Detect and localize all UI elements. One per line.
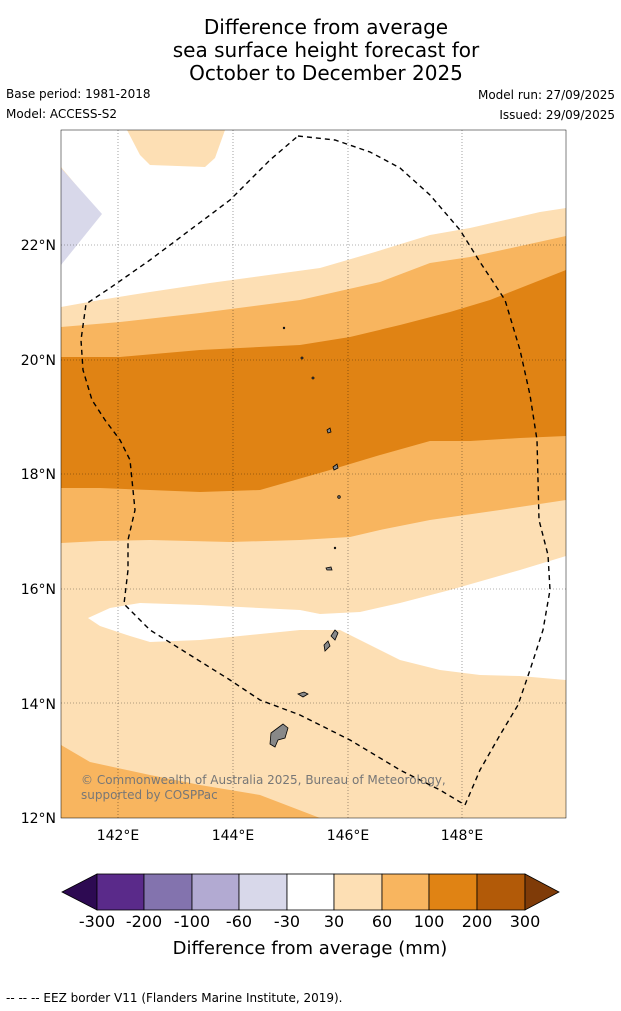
colorbar-tick: 100 [413, 912, 445, 931]
colorbar-title: Difference from average (mm) [172, 938, 448, 959]
map-title: Difference from average sea surface heig… [0, 16, 621, 85]
lat-label-16: 16°N [21, 582, 56, 598]
issued-text: Issued: 29/09/2025 [499, 108, 615, 122]
eez-border [80, 135, 551, 807]
colorbar-bin-8 [428, 873, 478, 911]
colorbar-bin-7 [381, 873, 430, 911]
axis-labels: 12°N 14°N 16°N 18°N 20°N 22°N 142°E 144°… [21, 238, 484, 844]
lon-label-144: 144°E [212, 828, 255, 844]
colorbar-tick: 30 [323, 912, 345, 931]
island-anatahan [325, 566, 333, 571]
island-guam [269, 723, 289, 748]
patch-north-30-60 [127, 130, 225, 167]
title-line-3: October to December 2025 [189, 61, 463, 85]
band-60-100-southwest [61, 745, 320, 818]
colorbar-bin-9 [476, 873, 526, 911]
island-tinian [323, 640, 331, 652]
colorbar [61, 873, 560, 911]
island-guguan [333, 546, 337, 550]
negative-patch-west [61, 168, 102, 265]
colorbar-tick: -300 [78, 912, 116, 931]
island-agrihan [332, 463, 339, 471]
colorbar-tick: -60 [225, 912, 253, 931]
plot-frame [60, 129, 567, 819]
island-saipan [330, 629, 339, 641]
colorbar-tick: 300 [509, 912, 541, 931]
model-run-text: Model run: 27/09/2025 [477, 88, 615, 102]
island-uracas [282, 326, 286, 330]
lat-label-12: 12°N [21, 811, 56, 827]
lon-label-146: 146°E [327, 828, 370, 844]
neutral-zone-south [88, 556, 566, 680]
island-pagan [326, 427, 332, 434]
islands [269, 326, 341, 748]
lat-label-14: 14°N [21, 697, 56, 713]
colorbar-tick: -100 [173, 912, 211, 931]
colorbar-bin-5 [286, 873, 335, 911]
colorbar-tick: 60 [371, 912, 393, 931]
lon-label-148: 148°E [441, 828, 484, 844]
colorbar-bin-2 [143, 873, 193, 911]
island-farallon [300, 356, 304, 360]
colorbar-bin-1 [96, 873, 145, 911]
colorbar-bin-6 [333, 873, 383, 911]
graticule [61, 130, 566, 818]
lon-label-142: 142°E [97, 828, 140, 844]
copyright-text: © Commonwealth of Australia 2025, Bureau… [81, 773, 446, 802]
eez-footnote: -- -- -- EEZ border V11 (Flanders Marine… [6, 991, 343, 1005]
base-period-text: Base period: 1981-2018 [6, 87, 151, 101]
model-text: Model: ACCESS-S2 [6, 107, 118, 121]
colorbar-max-arrow [524, 873, 560, 911]
band-100-200 [61, 270, 566, 492]
colorbar-min-arrow [61, 873, 98, 911]
colorbar-bin-4 [238, 873, 288, 911]
colorbar-tick: -200 [125, 912, 163, 931]
island-rota [297, 691, 309, 698]
island-alamagan [337, 495, 341, 499]
colorbar-bin-3 [191, 873, 240, 911]
island-maug [311, 376, 315, 380]
colorbar-tick: 200 [461, 912, 493, 931]
lat-label-22: 22°N [21, 238, 56, 254]
title-line-2: sea surface height forecast for [172, 38, 480, 62]
lat-label-20: 20°N [21, 353, 56, 369]
colorbar-tick: -30 [273, 912, 301, 931]
title-line-1: Difference from average [203, 15, 449, 39]
neutral-zone-north [61, 130, 566, 307]
lat-label-18: 18°N [21, 467, 56, 483]
